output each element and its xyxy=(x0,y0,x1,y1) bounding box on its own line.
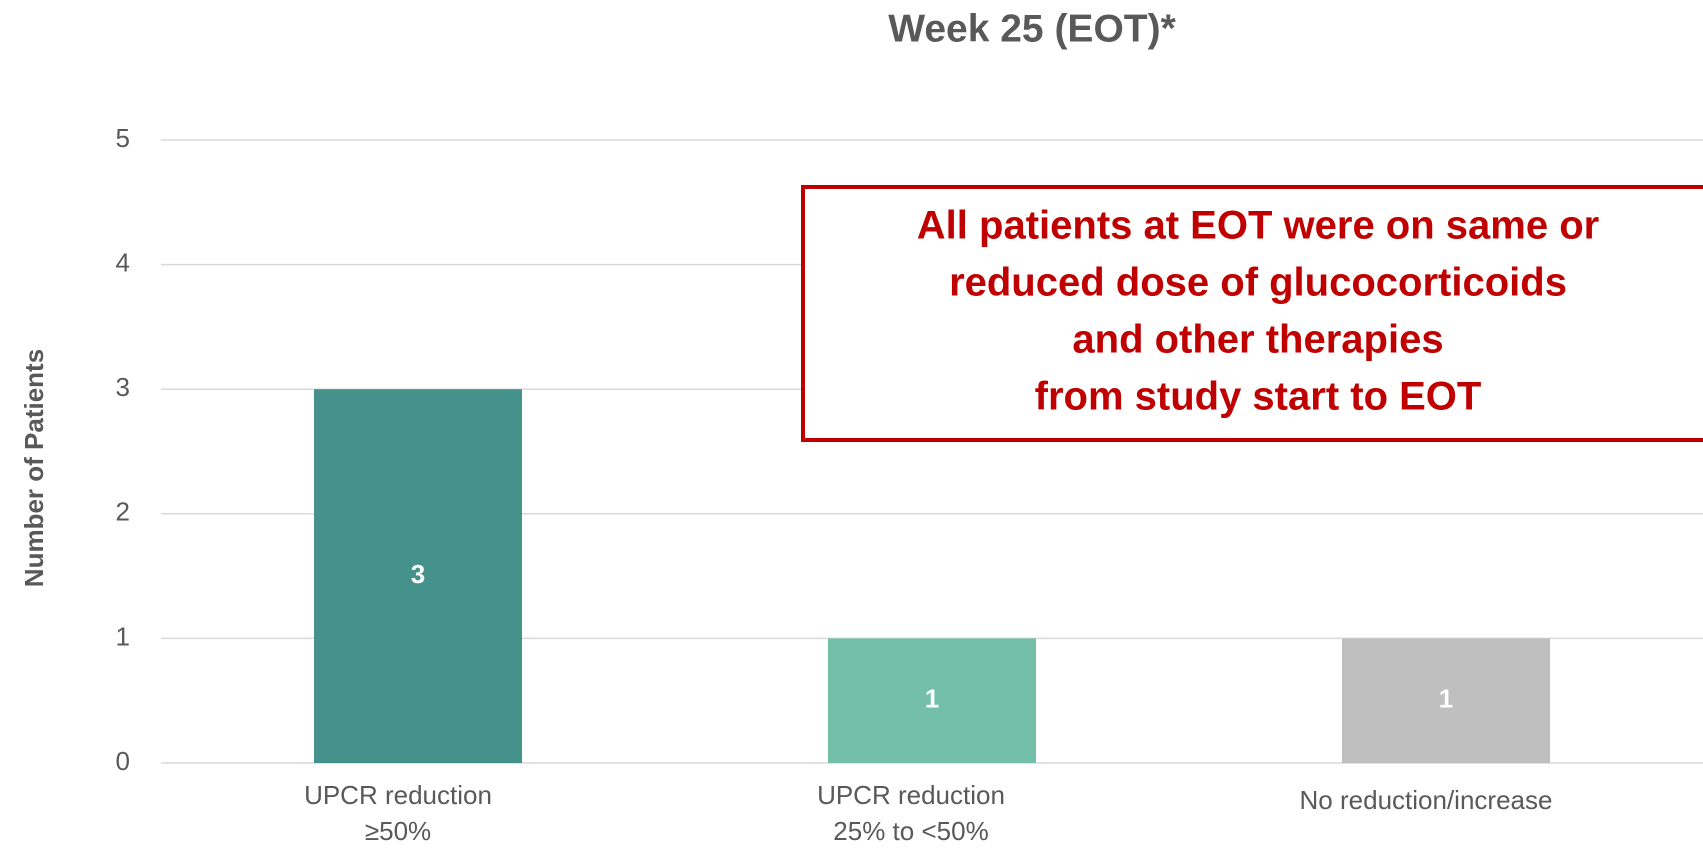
y-tick-label: 5 xyxy=(116,123,130,153)
bar xyxy=(828,638,1036,763)
annotation-text: and other therapies xyxy=(1072,318,1443,362)
y-tick-label: 0 xyxy=(116,746,130,776)
annotation-box xyxy=(801,185,1703,442)
annotation-text: All patients at EOT were on same or xyxy=(917,204,1599,248)
y-tick-label: 2 xyxy=(116,497,130,527)
y-axis-label: Number of Patients xyxy=(19,349,49,587)
chart-title: Week 25 (EOT)* xyxy=(888,7,1176,50)
x-tick-label: 25% to <50% xyxy=(833,816,988,846)
data-label: 3 xyxy=(411,559,425,589)
annotation-text: reduced dose of glucocorticoids xyxy=(949,261,1567,305)
y-tick-label: 4 xyxy=(116,247,130,277)
y-tick-label: 3 xyxy=(116,372,130,402)
y-tick-label: 1 xyxy=(116,621,130,651)
x-tick-label: ≥50% xyxy=(365,816,431,846)
bar xyxy=(314,389,522,763)
annotation-text: from study start to EOT xyxy=(1035,375,1482,419)
x-tick-label: UPCR reduction xyxy=(304,780,492,810)
data-label: 1 xyxy=(1439,684,1453,714)
x-tick-label: No reduction/increase xyxy=(1300,785,1553,815)
data-label: 1 xyxy=(925,684,939,714)
x-tick-label: UPCR reduction xyxy=(817,780,1005,810)
bar xyxy=(1342,638,1550,763)
